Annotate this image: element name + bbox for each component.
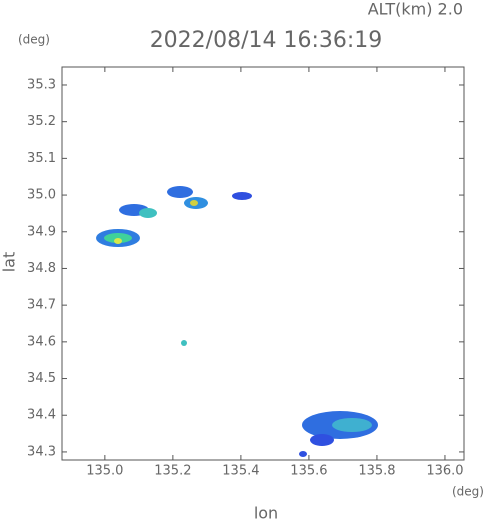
x-label: lon	[254, 504, 278, 521]
x-tick-label: 135.4	[222, 464, 259, 479]
y-tick-label: 34.8	[27, 261, 56, 276]
y-tick-label: 34.3	[27, 444, 56, 459]
y-tick-label: 35.3	[27, 77, 56, 92]
y-tick-label: 34.4	[27, 408, 56, 423]
altitude: ALT(km) 2.0	[368, 0, 463, 19]
x-tick-label: 135.6	[290, 464, 327, 479]
plot-frame	[61, 66, 465, 461]
y-tick-label: 35.1	[27, 151, 56, 166]
x-tick-label: 135.0	[86, 464, 123, 479]
y-tick-label: 34.9	[27, 224, 56, 239]
y-label: lat	[0, 252, 19, 273]
y-tick-label: 34.7	[27, 298, 56, 313]
y-tick-label: 34.5	[27, 371, 56, 386]
y-tick-label: 35.0	[27, 188, 56, 203]
timestamp: 2022/08/14 16:36:19	[150, 28, 383, 53]
x-tick-label: 135.8	[358, 464, 395, 479]
y-tick-label: 34.6	[27, 334, 56, 349]
y-unit: (deg)	[18, 33, 50, 47]
x-tick-label: 135.2	[154, 464, 191, 479]
x-tick-label: 136.0	[426, 464, 463, 479]
y-tick-label: 35.2	[27, 114, 56, 129]
x-unit: (deg)	[452, 485, 484, 499]
echo-areas	[96, 186, 378, 457]
